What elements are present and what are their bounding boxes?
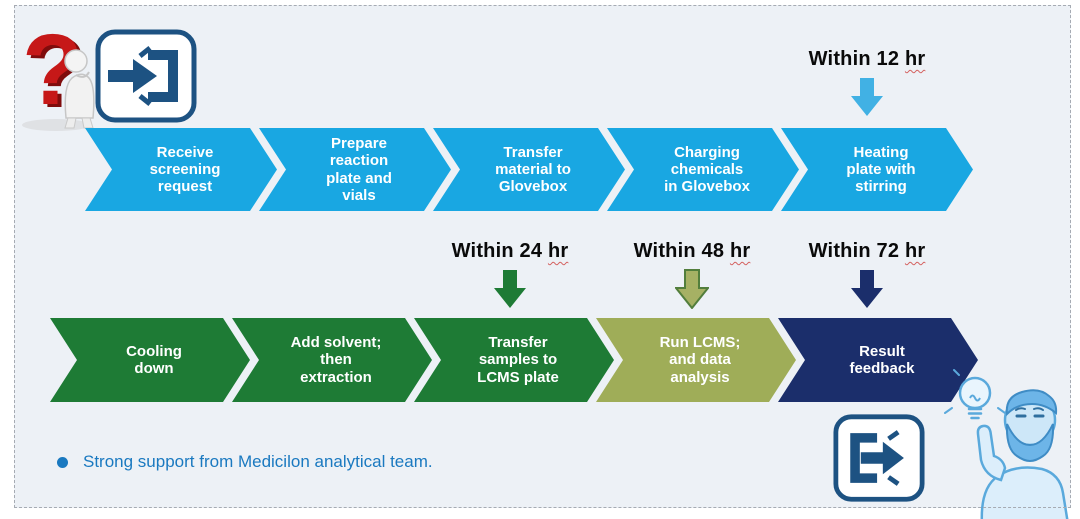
step-label: Transfer samples to LCMS plate xyxy=(477,334,559,386)
step-label: Add solvent; then extraction xyxy=(290,334,382,386)
down-arrow-icon xyxy=(851,78,883,116)
step-transfer-glovebox: Transfer material to Glovebox xyxy=(433,128,625,211)
step-transfer-lcms: Transfer samples to LCMS plate xyxy=(414,318,614,402)
flow-row-1: Receive screening request Prepare reacti… xyxy=(85,128,973,211)
down-arrow-icon xyxy=(494,270,526,308)
step-label: Result feedback xyxy=(849,342,915,377)
step-cooling-down: Cooling down xyxy=(50,318,250,402)
step-label: Charging chemicals in Glovebox xyxy=(664,143,750,196)
step-label: Prepare reaction plate and vials xyxy=(326,135,392,204)
annotation-within-48hr: Within 48 hr xyxy=(592,240,792,309)
flow-row-2: Cooling down Add solvent; then extractio… xyxy=(50,318,978,402)
note: Strong support from Medicilon analytical… xyxy=(57,452,433,472)
annotation-text: Within 24 hr xyxy=(451,240,569,262)
annotation-text: Within 12 hr xyxy=(808,48,926,70)
annotation-text: Within 72 hr xyxy=(808,240,926,262)
step-label: Heating plate with stirring xyxy=(846,143,916,196)
diagram-board: ? ? Receive screening request Prepare re… xyxy=(14,5,1071,519)
step-label: Receive screening request xyxy=(149,143,221,196)
step-run-lcms: Run LCMS; and data analysis xyxy=(596,318,796,402)
step-label: Run LCMS; and data analysis xyxy=(659,334,741,386)
step-prepare-plate: Prepare reaction plate and vials xyxy=(259,128,451,211)
step-charging-chemicals: Charging chemicals in Glovebox xyxy=(607,128,799,211)
annotation-within-72hr: Within 72 hr xyxy=(767,240,967,309)
login-icon xyxy=(95,29,197,123)
down-arrow-icon xyxy=(851,270,883,308)
person-lightbulb-illustration xyxy=(935,368,1072,519)
step-heating-stirring: Heating plate with stirring xyxy=(781,128,973,211)
step-label: Transfer material to Glovebox xyxy=(495,143,571,196)
step-label: Cooling down xyxy=(126,342,182,377)
step-add-solvent: Add solvent; then extraction xyxy=(232,318,432,402)
note-text: Strong support from Medicilon analytical… xyxy=(83,452,433,471)
down-arrow-icon xyxy=(675,269,709,309)
annotation-text: Within 48 hr xyxy=(633,240,751,262)
logout-icon xyxy=(833,413,925,503)
bullet-icon xyxy=(57,456,68,468)
step-result-feedback: Result feedback xyxy=(778,318,978,402)
annotation-within-24hr: Within 24 hr xyxy=(410,240,610,309)
question-figure-icon: ? ? xyxy=(18,19,102,133)
annotation-within-12hr: Within 12 hr xyxy=(767,48,967,117)
step-receive-screening: Receive screening request xyxy=(85,128,277,211)
